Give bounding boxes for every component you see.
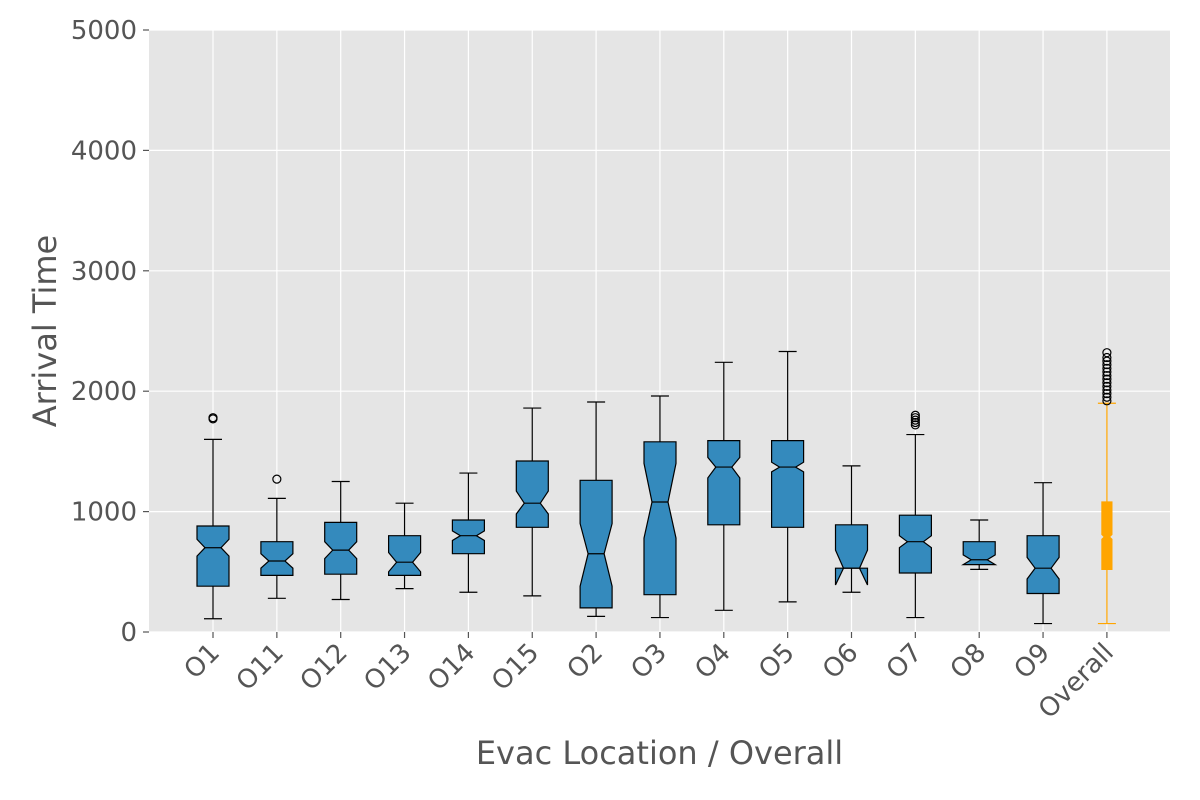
x-tick-label: O1 [179, 638, 226, 685]
x-axis-title: Evac Location / Overall [476, 734, 843, 772]
x-tick-label: O8 [945, 638, 992, 685]
box-body [1026, 535, 1060, 595]
outlier-point [910, 410, 920, 420]
y-tick-label: 5000 [71, 16, 137, 46]
x-tick-label: O14 [422, 638, 481, 697]
x-tick-label: O5 [753, 638, 800, 685]
box-group [196, 413, 230, 620]
outlier-point [1102, 385, 1112, 395]
box-body [388, 535, 422, 577]
outlier-point [208, 413, 218, 423]
box-body [770, 440, 805, 528]
x-tick-label: O6 [817, 638, 864, 685]
box-body [196, 525, 230, 587]
outlier-point [910, 420, 920, 430]
outlier-point [910, 415, 920, 425]
x-tick-label: O9 [1009, 638, 1056, 685]
box-group [643, 395, 677, 619]
outlier-point [910, 417, 920, 428]
box-group [1026, 482, 1060, 625]
box-body [451, 519, 485, 555]
y-tick-label: 3000 [71, 257, 137, 287]
outlier-point [1102, 392, 1112, 402]
box-body [515, 460, 549, 528]
box-group [834, 465, 869, 593]
box-group [1097, 348, 1116, 625]
box-group [388, 502, 422, 590]
box-body [707, 440, 741, 526]
box-body [579, 479, 613, 609]
outlier-point [1102, 389, 1112, 399]
outlier-point [1102, 352, 1112, 363]
x-tick-label: O2 [562, 638, 609, 685]
outlier-point [1102, 381, 1112, 391]
box-body [834, 524, 869, 586]
box-body [1101, 501, 1113, 571]
box-group [898, 410, 933, 619]
box-group [961, 519, 998, 570]
outlier-point [1102, 360, 1112, 370]
x-tick-label: O3 [626, 638, 673, 685]
outlier-point [1102, 370, 1112, 381]
outlier-point [1102, 396, 1112, 406]
x-tick-label: O12 [295, 638, 354, 697]
box-body [643, 441, 677, 596]
box-body [260, 541, 294, 577]
box-group [515, 407, 549, 597]
y-axis-title: Arrival Time [26, 235, 64, 427]
outlier-point [1102, 348, 1112, 358]
y-tick-label: 0 [120, 618, 137, 648]
box-group [451, 472, 485, 593]
outlier-point [1102, 378, 1112, 388]
box-group [324, 480, 358, 601]
box-group [707, 361, 741, 611]
outlier-point [272, 474, 282, 484]
box-body [961, 541, 998, 566]
box-group [260, 474, 294, 599]
y-tick-label: 4000 [71, 136, 137, 166]
box-body [898, 514, 933, 574]
x-tick-label: O7 [881, 638, 928, 685]
outlier-point [1102, 363, 1112, 373]
outlier-point [910, 413, 920, 423]
y-tick-label: 1000 [71, 498, 137, 528]
outlier-point [1102, 367, 1112, 377]
y-tick-label: 2000 [71, 377, 137, 407]
boxes-group [196, 348, 1116, 625]
x-tick-label: O11 [231, 638, 290, 697]
box-body [324, 521, 358, 575]
box-group [579, 401, 613, 617]
x-tick-label: O13 [358, 638, 417, 697]
x-tick-label: O15 [486, 638, 545, 697]
box-group [770, 350, 805, 603]
x-tick-label: O4 [689, 638, 736, 685]
outlier-point [1102, 374, 1112, 384]
